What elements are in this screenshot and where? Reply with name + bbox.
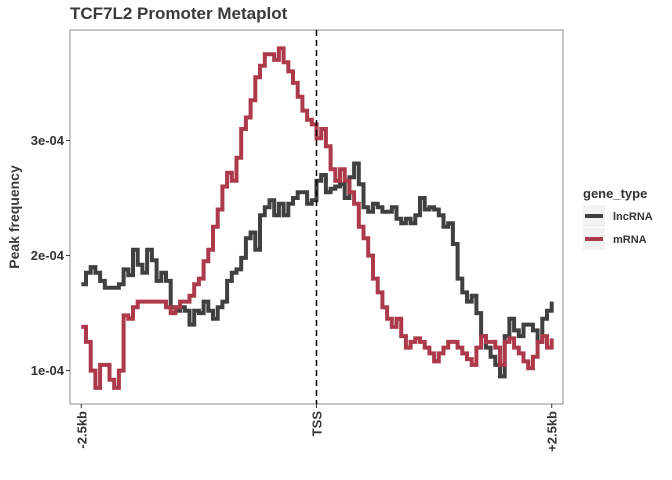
- x-tick-label: -2.5kb: [74, 411, 89, 449]
- x-axis: -2.5kb TSS +2.5kb: [74, 404, 560, 452]
- x-tick-label: TSS: [310, 411, 325, 437]
- plot-area: [69, 29, 564, 405]
- legend-title: gene_type: [583, 186, 647, 201]
- chart-title: TCF7L2 Promoter Metaplot: [70, 4, 288, 23]
- y-tick-label: 3e-04: [31, 133, 65, 148]
- y-tick-label: 1e-04: [31, 363, 65, 378]
- y-axis: 1e-04 2e-04 3e-04: [31, 133, 70, 378]
- legend: gene_type lncRNA mRNA: [583, 186, 653, 250]
- y-axis-title: Peak frequency: [6, 165, 22, 269]
- legend-label-lncrna: lncRNA: [613, 211, 653, 223]
- series-line-lncrna: [81, 161, 554, 379]
- series-line-mrna: [81, 46, 554, 390]
- y-tick-label: 2e-04: [31, 248, 65, 263]
- x-tick-label: +2.5kb: [545, 411, 560, 452]
- legend-items: lncRNA mRNA: [583, 205, 653, 250]
- legend-label-mrna: mRNA: [613, 234, 647, 246]
- series-layer: [81, 46, 554, 390]
